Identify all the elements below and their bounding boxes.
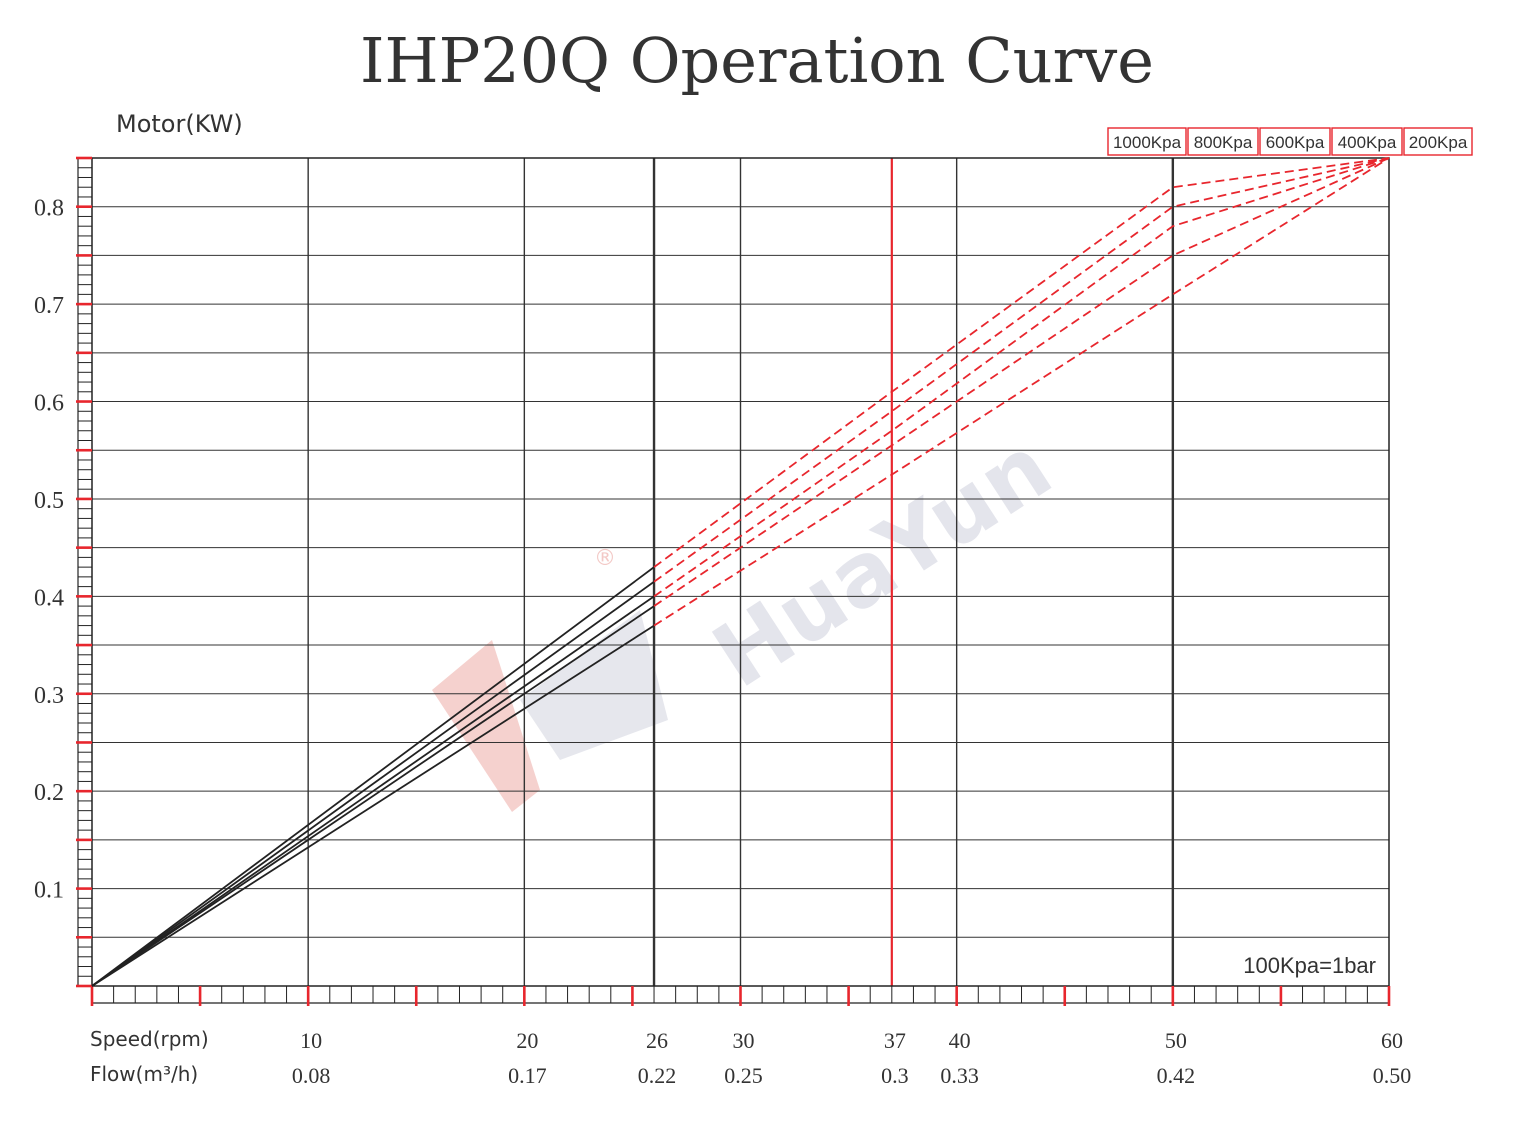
series-800Kpa-dashed: [653, 157, 1390, 583]
flow-tick-label: 0.50: [1373, 1063, 1412, 1088]
y-axis-label: Motor(KW): [116, 110, 243, 138]
series-200Kpa-solid: [91, 624, 655, 987]
flow-tick-label: 0.42: [1157, 1063, 1196, 1088]
series-600Kpa-solid: [91, 595, 655, 987]
chart-title: IHP20Q Operation Curve: [360, 24, 1154, 97]
flow-tick-label: 0.3: [881, 1063, 909, 1088]
legend-label-1000Kpa: 1000Kpa: [1113, 133, 1182, 152]
y-tick-label: 0.4: [34, 585, 64, 611]
speed-tick-label: 40: [949, 1028, 971, 1053]
legend-label-600Kpa: 600Kpa: [1266, 133, 1325, 152]
speed-tick-label: 50: [1165, 1028, 1187, 1053]
y-tick-label: 0.6: [34, 391, 64, 417]
series-1000Kpa-dashed: [653, 157, 1390, 568]
y-axis-ruler: [76, 156, 92, 988]
y-tick-label: 0.7: [34, 293, 64, 319]
speed-tick-label: 10: [300, 1028, 322, 1053]
flow-tick-label: 0.33: [940, 1063, 979, 1088]
series-400Kpa-dashed: [653, 157, 1390, 607]
y-tick-label: 0.1: [34, 878, 64, 904]
legend-box-400Kpa: [1331, 127, 1403, 156]
legend-box-200Kpa: [1403, 127, 1473, 156]
huayun-watermark: HuaYun ®: [432, 415, 1069, 812]
speed-tick-label: 60: [1381, 1028, 1403, 1053]
speed-tick-label: 20: [516, 1028, 538, 1053]
pressure-unit-note: 100Kpa=1bar: [1243, 953, 1376, 978]
speed-tick-label: 26: [646, 1028, 668, 1053]
legend-label-200Kpa: 200Kpa: [1409, 133, 1468, 152]
speed-tick-label: 30: [733, 1028, 755, 1053]
flow-tick-label: 0.25: [724, 1063, 763, 1088]
flow-tick-label: 0.08: [292, 1063, 331, 1088]
legend-label-400Kpa: 400Kpa: [1338, 133, 1397, 152]
speed-tick-label: 37: [884, 1028, 906, 1053]
y-tick-label: 0.3: [34, 683, 64, 709]
series-1000Kpa-solid: [91, 566, 655, 987]
series-400Kpa-solid: [91, 605, 655, 987]
watermark-text: HuaYun: [695, 415, 1068, 707]
legend-box-600Kpa: [1259, 127, 1331, 156]
series-800Kpa-solid: [91, 581, 655, 987]
flow-row-label: Flow(m³/h): [90, 1062, 198, 1086]
flow-tick-label: 0.22: [638, 1063, 677, 1088]
legend-box-800Kpa: [1187, 127, 1259, 156]
series-600Kpa-dashed: [653, 157, 1390, 598]
series-200Kpa-dashed: [653, 157, 1390, 627]
watermark-logo-shape: [520, 610, 668, 760]
legend-label-800Kpa: 800Kpa: [1194, 133, 1253, 152]
legend: 1000Kpa 800Kpa 600Kpa 400Kpa 200Kpa: [1107, 127, 1473, 156]
x-tick-labels: 10 0.08 20 0.17 26 0.22 30 0.25 37 0.3 40 0.33 50 0.4…: [292, 1028, 1411, 1088]
vertical-gridlines: [307, 158, 1175, 986]
series-lines: [91, 157, 1390, 987]
y-tick-label: 0.8: [34, 196, 64, 222]
legend-box-1000Kpa: [1107, 127, 1187, 156]
y-tick-label: 0.2: [34, 780, 64, 806]
watermark-registered-symbol: ®: [594, 546, 616, 571]
y-tick-labels: 0.1 0.2 0.3 0.4 0.5 0.6 0.7 0.8: [34, 196, 64, 904]
flow-tick-label: 0.17: [508, 1063, 547, 1088]
watermark-logo-stroke: [432, 640, 540, 812]
speed-row-label: Speed(rpm): [90, 1027, 209, 1051]
x-axis-ruler: [90, 986, 1391, 1006]
y-tick-label: 0.5: [34, 488, 64, 514]
